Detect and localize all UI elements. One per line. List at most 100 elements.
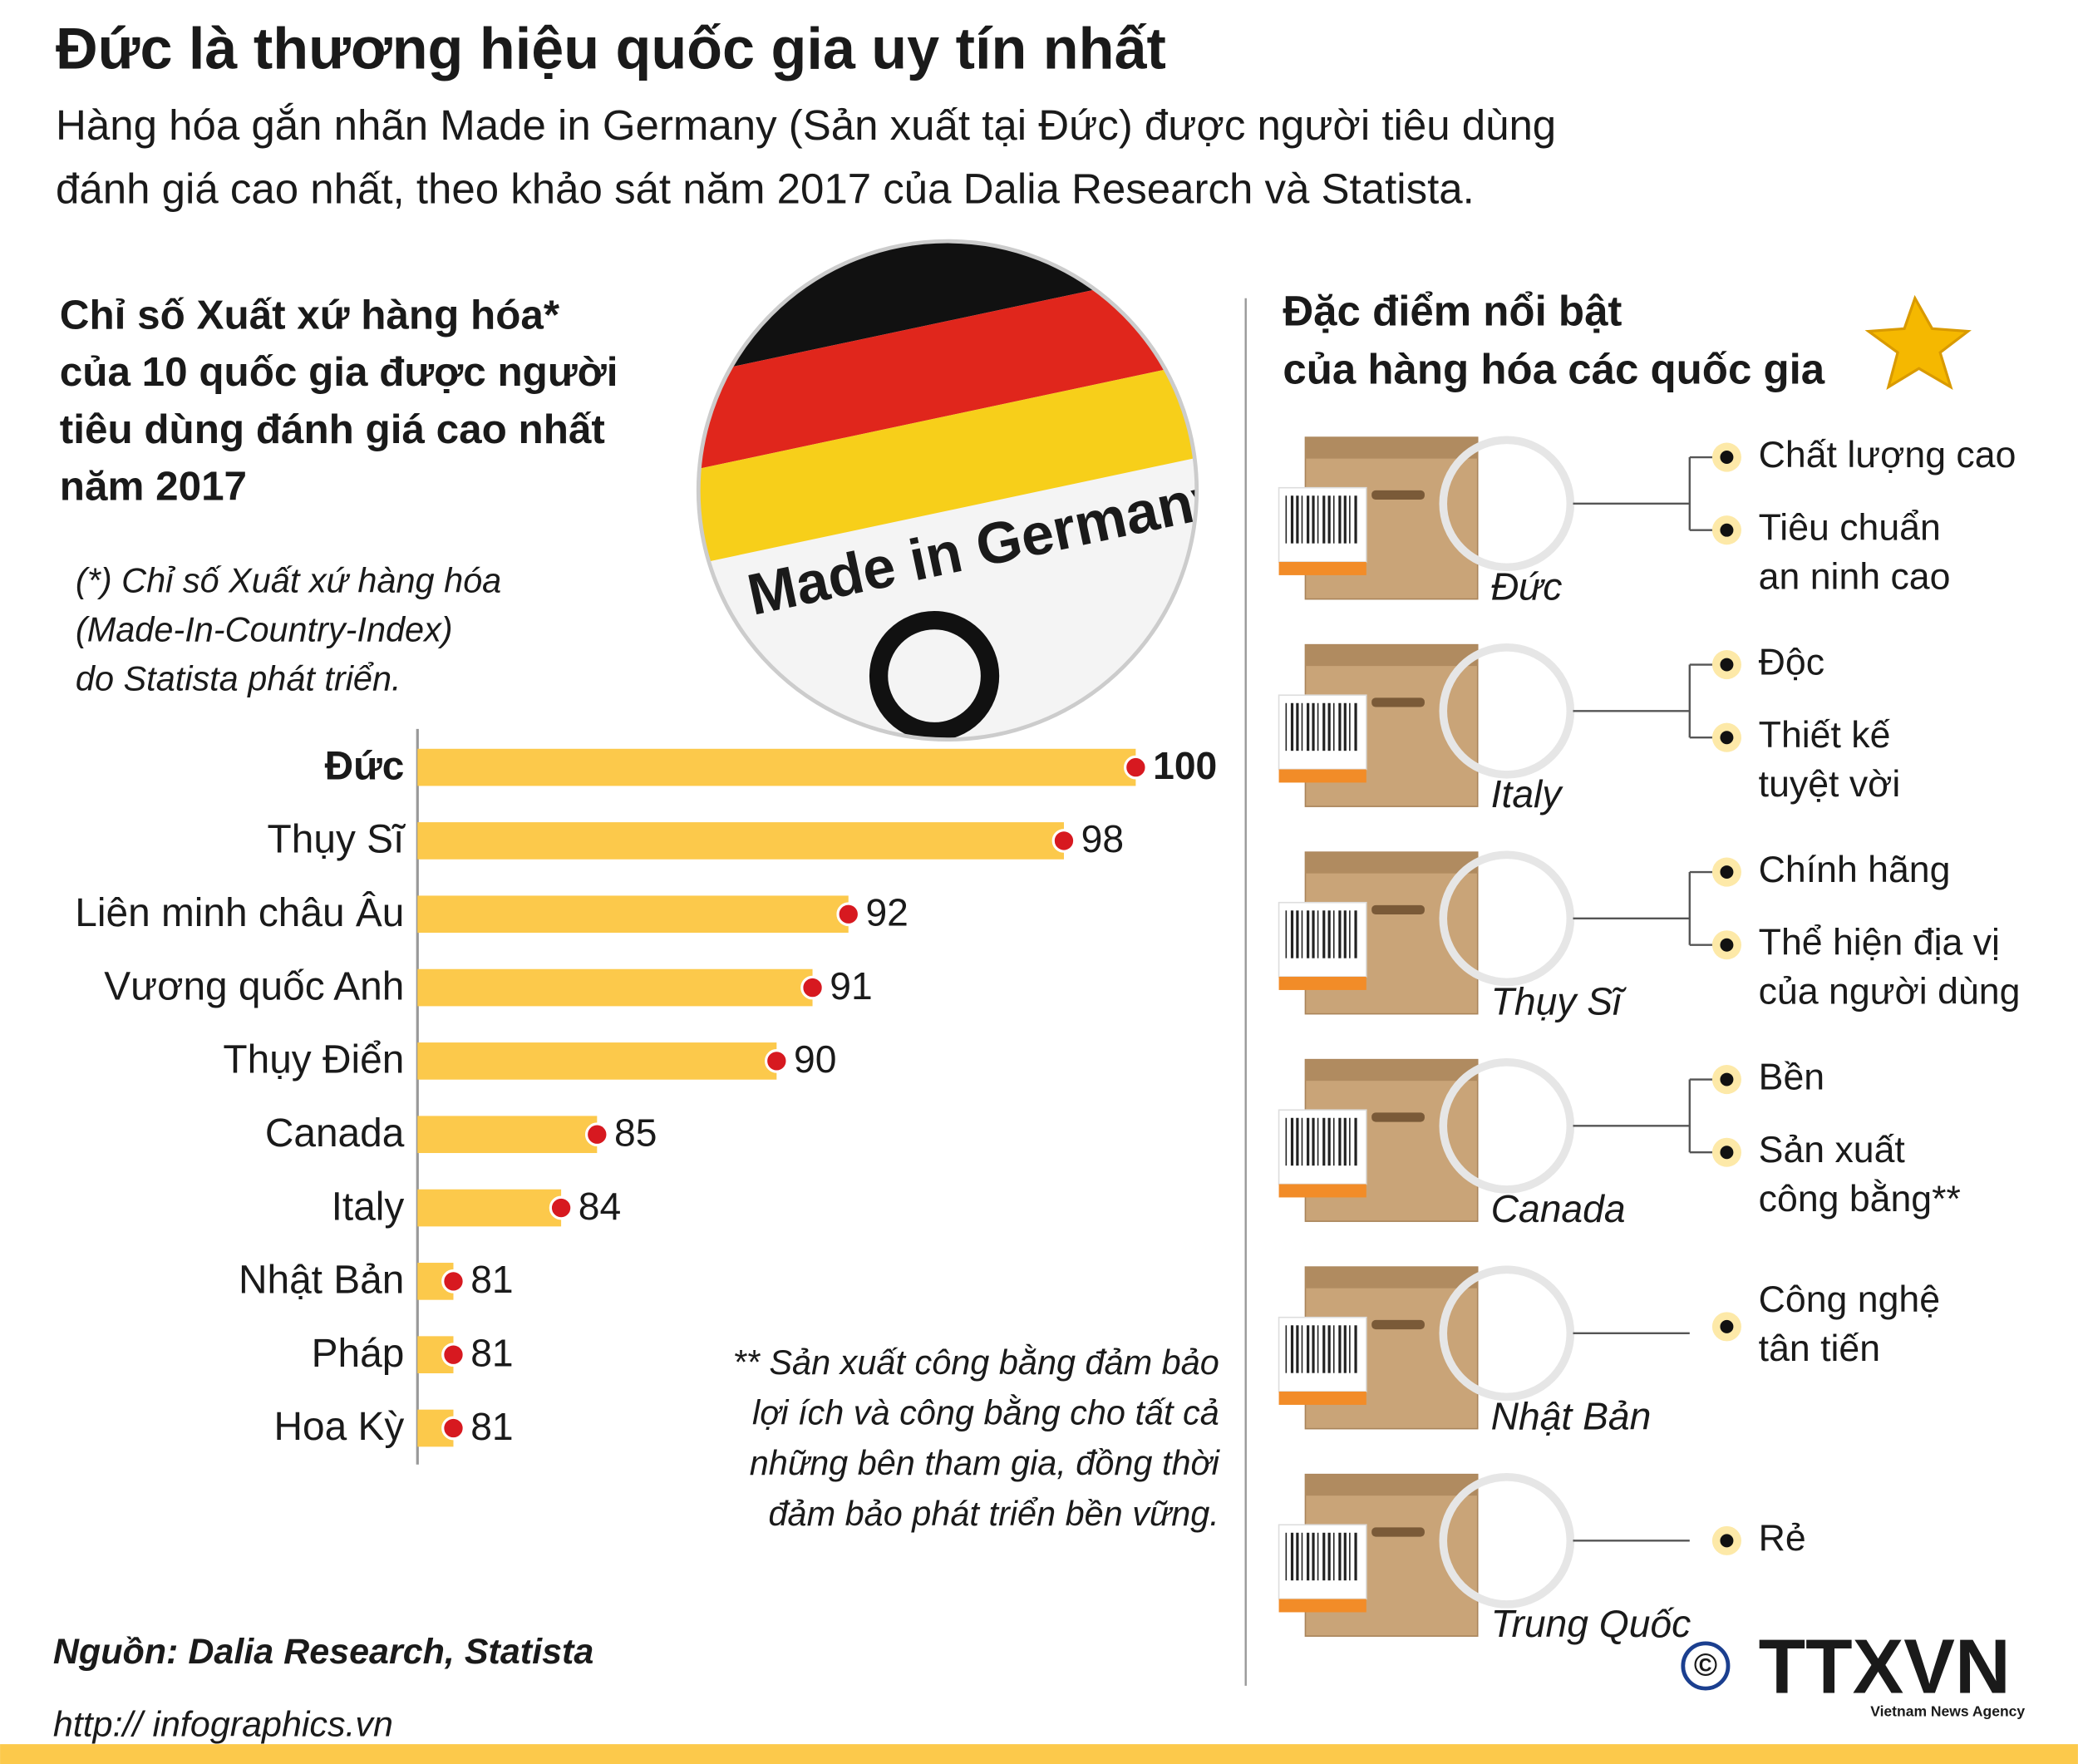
chart-title: tiêu dùng đánh giá cao nhất (60, 407, 605, 452)
source: Nguồn: Dalia Research, Statista (53, 1632, 593, 1672)
barcode-line (1322, 1117, 1326, 1166)
bar-marker (441, 1416, 465, 1441)
bar-marker (1124, 755, 1148, 780)
feature-text: Sản xuất (1759, 1130, 1906, 1170)
barcode-line (1317, 1117, 1319, 1166)
barcode-line (1307, 1325, 1310, 1373)
footnote: những bên tham gia, đồng thời (750, 1443, 1221, 1482)
logo-tagline: Vietnam News Agency (1870, 1702, 2025, 1719)
country-name: Italy (1491, 772, 1564, 815)
barcode-line (1301, 495, 1303, 544)
flag-ring (1439, 1058, 1575, 1194)
barcode-line (1317, 910, 1319, 958)
value-label: 81 (470, 1405, 513, 1448)
barcode-line (1312, 1325, 1315, 1373)
barcode-line (1349, 910, 1351, 958)
feature-text: Độc (1759, 642, 1824, 682)
barcode-line (1285, 495, 1288, 544)
category-label: Hoa Kỳ (274, 1405, 405, 1449)
value-label: 91 (830, 964, 872, 1008)
chart-title: Chỉ số Xuất xứ hàng hóa* (60, 293, 560, 338)
barcode-line (1307, 702, 1310, 751)
box-top (1305, 1267, 1478, 1289)
feature-text: Thiết kế (1759, 715, 1891, 756)
subtitle: Hàng hóa gắn nhãn Made in Germany (Sản x… (56, 101, 1556, 149)
panel-title: của hàng hóa các quốc gia (1283, 345, 1824, 392)
barcode-line (1322, 910, 1326, 958)
feature-text: Thể hiện địa vị (1759, 923, 2000, 963)
box-handle (1371, 904, 1425, 915)
feature-text: tuyệt vời (1759, 764, 1901, 805)
barcode-line (1285, 910, 1288, 958)
barcode-line (1322, 495, 1326, 544)
barcode-line (1338, 1325, 1342, 1373)
barcode-line (1332, 1117, 1335, 1166)
barcode-line (1290, 495, 1294, 544)
box-handle (1371, 1319, 1425, 1330)
barcode-line (1312, 1117, 1315, 1166)
bottom-band (0, 1744, 2078, 1764)
tag-strip (1278, 1599, 1366, 1613)
value-label: 84 (579, 1185, 621, 1228)
footnote: đảm bảo phát triển bền vững. (769, 1494, 1219, 1533)
barcode-line (1301, 702, 1303, 751)
barcode-line (1332, 702, 1335, 751)
box-handle (1371, 490, 1425, 500)
barcode-line (1296, 495, 1299, 544)
feature-dot (1720, 1146, 1734, 1160)
country-name: Thụy Sĩ (1491, 980, 1627, 1023)
barcode-line (1322, 1532, 1326, 1581)
value-label: 100 (1153, 744, 1217, 787)
category-label: Nhật Bản (239, 1259, 404, 1303)
logo-circle (1681, 1641, 1731, 1691)
barcode-line (1296, 910, 1299, 958)
bar-marker (441, 1343, 465, 1367)
chart-note: do Statista phát triển. (76, 658, 401, 697)
bar-marker (764, 1049, 789, 1073)
tag-strip (1278, 976, 1366, 990)
barcode-line (1327, 1325, 1331, 1373)
barcode-line (1343, 1117, 1347, 1166)
category-label: Đức (325, 744, 405, 788)
barcode-line (1332, 910, 1335, 958)
feature-dot (1720, 1534, 1734, 1548)
feature-text: tân tiến (1759, 1328, 1880, 1369)
box-handle (1371, 1527, 1425, 1537)
category-label: Thụy Điển (223, 1038, 404, 1082)
bar (417, 1189, 562, 1227)
feature-dot (1720, 938, 1734, 952)
barcode-line (1296, 1325, 1299, 1373)
barcode-line (1285, 1117, 1288, 1166)
barcode-line (1296, 1532, 1299, 1581)
barcode-line (1312, 495, 1315, 544)
tag-strip (1278, 769, 1366, 783)
barcode-line (1317, 702, 1319, 751)
barcode-line (1307, 1532, 1310, 1581)
barcode-line (1296, 702, 1299, 751)
barcode-line (1338, 1532, 1342, 1581)
feature-text: Chính hãng (1759, 850, 1951, 890)
category-label: Thụy Sĩ (268, 818, 406, 862)
feature-text: Chất lượng cao (1759, 435, 2016, 475)
country-name: Trung Quốc (1491, 1602, 1691, 1645)
bar (417, 1116, 598, 1154)
barcode-line (1327, 702, 1331, 751)
barcode-line (1307, 1117, 1310, 1166)
bar (417, 822, 1064, 860)
barcode-line (1327, 1117, 1331, 1166)
tag-strip (1278, 1392, 1366, 1405)
star (1864, 294, 1972, 390)
feature-text: công bằng** (1759, 1179, 1961, 1220)
feature-text: an ninh cao (1759, 557, 1951, 598)
barcode-line (1307, 910, 1310, 958)
barcode-line (1343, 495, 1347, 544)
feature-dot (1720, 865, 1734, 880)
value-label: 98 (1081, 817, 1124, 860)
feature-text: của người dùng (1759, 972, 2021, 1013)
feature-dot (1720, 1319, 1734, 1333)
barcode-line (1327, 495, 1331, 544)
barcode-line (1290, 910, 1294, 958)
category-label: Canada (265, 1111, 405, 1155)
barcode-line (1354, 1117, 1357, 1166)
feature-text: Công nghệ (1759, 1279, 1940, 1320)
